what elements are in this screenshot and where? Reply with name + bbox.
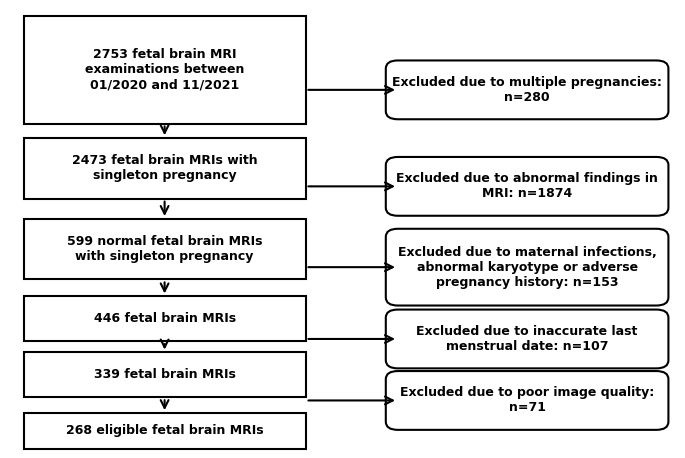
Text: Excluded due to maternal infections,
abnormal karyotype or adverse
pregnancy his: Excluded due to maternal infections, abn… bbox=[398, 245, 656, 289]
Text: 268 eligible fetal brain MRIs: 268 eligible fetal brain MRIs bbox=[66, 425, 264, 437]
FancyBboxPatch shape bbox=[23, 413, 306, 449]
FancyBboxPatch shape bbox=[23, 16, 306, 124]
FancyBboxPatch shape bbox=[386, 229, 669, 305]
FancyBboxPatch shape bbox=[23, 296, 306, 341]
Text: Excluded due to multiple pregnancies:
n=280: Excluded due to multiple pregnancies: n=… bbox=[393, 76, 662, 104]
Text: Excluded due to poor image quality:
n=71: Excluded due to poor image quality: n=71 bbox=[400, 387, 654, 414]
FancyBboxPatch shape bbox=[386, 310, 669, 368]
Text: 446 fetal brain MRIs: 446 fetal brain MRIs bbox=[94, 312, 236, 325]
FancyBboxPatch shape bbox=[23, 138, 306, 199]
FancyBboxPatch shape bbox=[23, 353, 306, 397]
FancyBboxPatch shape bbox=[23, 219, 306, 279]
FancyBboxPatch shape bbox=[386, 60, 669, 119]
Text: 2753 fetal brain MRI
examinations between
01/2020 and 11/2021: 2753 fetal brain MRI examinations betwee… bbox=[85, 48, 245, 91]
Text: 2473 fetal brain MRIs with
singleton pregnancy: 2473 fetal brain MRIs with singleton pre… bbox=[72, 154, 258, 182]
FancyBboxPatch shape bbox=[386, 157, 669, 216]
Text: 339 fetal brain MRIs: 339 fetal brain MRIs bbox=[94, 368, 236, 382]
Text: Excluded due to inaccurate last
menstrual date: n=107: Excluded due to inaccurate last menstrua… bbox=[416, 325, 638, 353]
FancyBboxPatch shape bbox=[386, 371, 669, 430]
Text: 599 normal fetal brain MRIs
with singleton pregnancy: 599 normal fetal brain MRIs with singlet… bbox=[67, 235, 262, 263]
Text: Excluded due to abnormal findings in
MRI: n=1874: Excluded due to abnormal findings in MRI… bbox=[396, 172, 658, 200]
